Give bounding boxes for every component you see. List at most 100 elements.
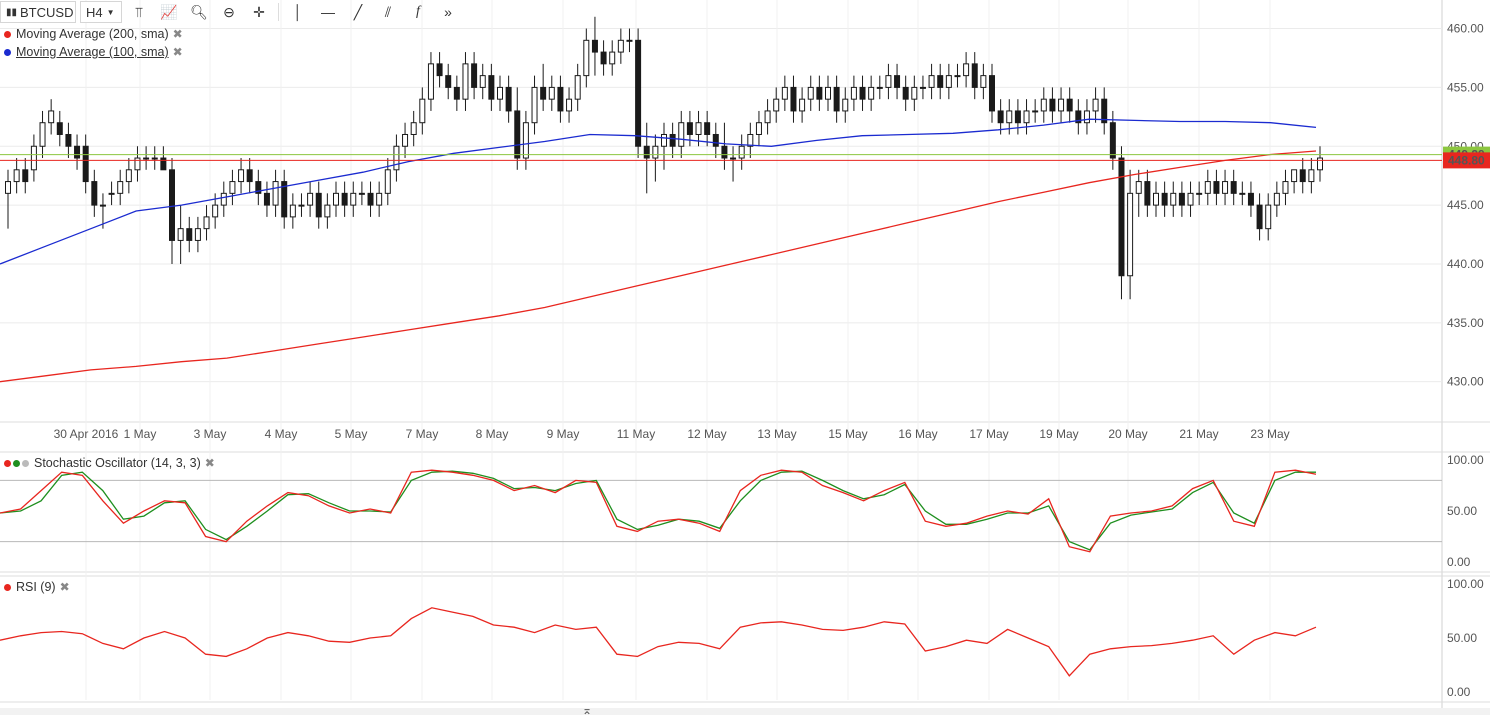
candle-body [1247, 192, 1254, 206]
candle-body [1058, 98, 1065, 112]
candle-body [919, 86, 926, 89]
ma100-line [0, 118, 1317, 265]
candle-body [1040, 98, 1047, 112]
candle-body [91, 181, 98, 206]
candle-body [825, 86, 831, 100]
symbol-label: BTCUSD [20, 4, 74, 20]
y-tick-label: 440.00 [1447, 257, 1484, 271]
price-marker-label: 448.80 [1448, 153, 1485, 167]
x-tick-label: 12 May [687, 427, 726, 441]
symbol-selector[interactable]: ▮▮ BTCUSD [0, 1, 76, 23]
x-tick-label: 1 May [124, 427, 157, 441]
candle-body [246, 169, 253, 183]
candle-body [911, 86, 918, 100]
stoch-k-color-dot [4, 459, 11, 467]
y-tick-label: 50.00 [1447, 504, 1477, 518]
candle-body [1317, 157, 1323, 171]
y-tick-label: 0.00 [1447, 555, 1471, 569]
candle-body [850, 86, 857, 100]
candle-body [635, 39, 642, 147]
candle-body [1101, 98, 1108, 124]
legend-stochastic[interactable]: Stochastic Oscillator (14, 3, 3) ✖ [4, 456, 215, 470]
x-tick-label: 9 May [547, 427, 580, 441]
interval-label: H4 [86, 4, 103, 20]
close-icon[interactable]: ✖ [59, 580, 70, 594]
crosshair-button[interactable]: ✛ [246, 1, 272, 23]
candle-body [324, 204, 331, 218]
toolbar-divider [278, 3, 279, 21]
x-tick-label: 15 May [828, 427, 867, 441]
rsi-label: RSI (9) [16, 580, 56, 594]
candle-body [997, 110, 1004, 124]
candle-body [833, 86, 840, 112]
zoom-in-button[interactable]: 🔍︎ [186, 1, 212, 23]
compare-icon: ⫪ [135, 3, 143, 20]
vertical-line-button[interactable]: │ [285, 1, 311, 23]
ma200-line [0, 150, 1317, 383]
zoom-out-icon: ⊖ [223, 3, 235, 20]
candle-body [505, 86, 512, 112]
candle-body [56, 122, 63, 135]
vertical-line-icon: │ [293, 4, 303, 20]
y-tick-label: 460.00 [1447, 22, 1484, 36]
close-icon[interactable]: ✖ [172, 45, 183, 59]
candle-body [1178, 192, 1185, 206]
rsi-line [0, 607, 1317, 677]
legend-ma200[interactable]: Moving Average (200, sma) ✖ [4, 27, 183, 41]
indicator-button[interactable]: 📈 [156, 1, 182, 23]
close-icon[interactable]: ✖ [172, 27, 183, 41]
candle-body [1127, 192, 1134, 277]
zoom-out-button[interactable]: ⊖ [216, 1, 242, 23]
candle-body [600, 51, 607, 65]
x-tick-label: 5 May [335, 427, 368, 441]
candle-body [548, 86, 555, 100]
candle-body [1222, 181, 1229, 194]
legend-rsi[interactable]: RSI (9) ✖ [4, 580, 70, 594]
candle-body [220, 192, 227, 206]
horizontal-line-button[interactable]: — [315, 1, 341, 23]
close-icon[interactable]: ✖ [204, 456, 215, 470]
candle-body [350, 192, 357, 206]
candle-body [790, 86, 797, 112]
candle-body [384, 169, 391, 194]
candle-body [1204, 181, 1211, 194]
x-tick-label: 11 May [617, 427, 655, 441]
candle-body [531, 86, 538, 124]
legend-ma100[interactable]: Moving Average (100, sma) ✖ [4, 45, 183, 59]
y-tick-label: 100.00 [1447, 577, 1484, 591]
trend-line-button[interactable]: ╱ [345, 1, 371, 23]
candle-body [39, 122, 46, 147]
candle-body [1213, 181, 1220, 194]
candle-body [462, 63, 469, 100]
candle-body [989, 75, 995, 112]
candle-body [971, 63, 978, 88]
candle-body [574, 75, 581, 100]
candle-body [738, 145, 745, 159]
interval-selector[interactable]: H4 ▼ [80, 1, 122, 23]
candle-body [1230, 181, 1237, 194]
candle-body [885, 75, 892, 88]
candle-body [1265, 204, 1272, 230]
compare-button[interactable]: ⫪ [126, 1, 152, 23]
candle-body [1196, 192, 1203, 195]
candle-body [859, 86, 866, 100]
fibonacci-button[interactable]: ⫽ [375, 1, 401, 23]
candle-body [514, 110, 521, 159]
candle-body [497, 86, 503, 100]
candle-body [410, 122, 417, 135]
candle-body [928, 75, 935, 88]
stoch-level-color-dot [22, 459, 29, 467]
function-button[interactable]: f [405, 1, 431, 23]
candle-body [30, 145, 37, 171]
candle-body [376, 192, 383, 206]
x-tick-label: 13 May [757, 427, 796, 441]
x-tick-label: 17 May [969, 427, 1008, 441]
ma100-label: Moving Average (100, sma) [16, 45, 169, 59]
forward-button[interactable]: » [435, 1, 461, 23]
candle-body [781, 86, 788, 100]
candle-body [289, 204, 296, 218]
candle-body [1032, 110, 1039, 113]
candle-body [367, 192, 374, 206]
chart-toolbar: ▮▮ BTCUSD H4 ▼ ⫪ 📈 🔍︎ ⊖ ✛ │ — ╱ ⫽ f » [0, 0, 461, 24]
